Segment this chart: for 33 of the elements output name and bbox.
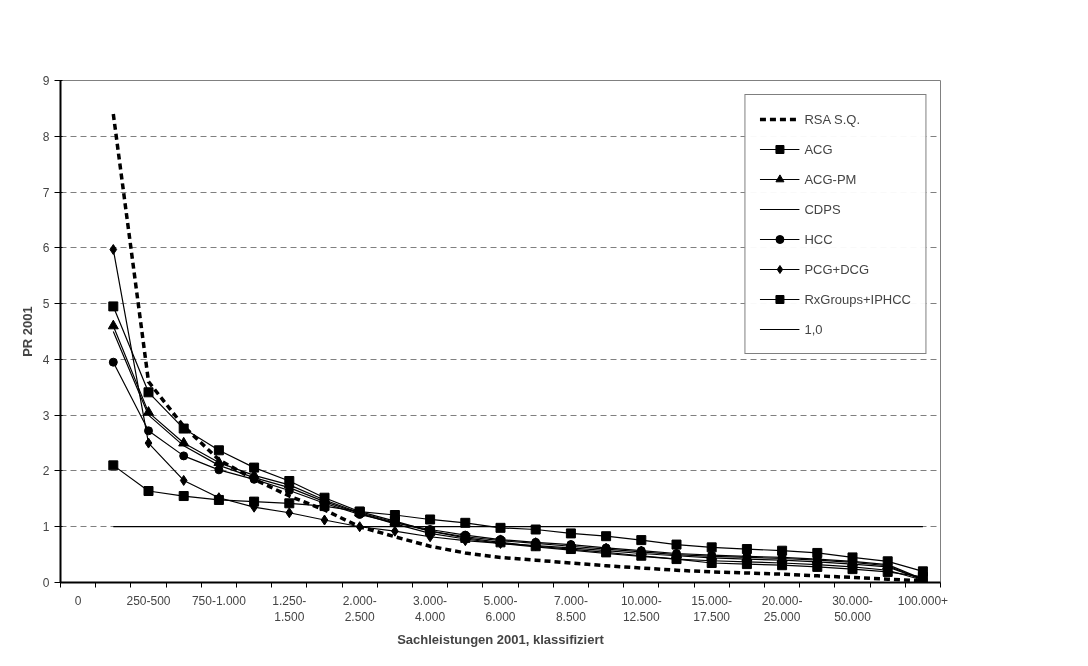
- y-tick-label: 0: [42, 576, 50, 590]
- legend-label: 1,0: [804, 321, 824, 337]
- x-tick-label: 1.250- 1.500: [272, 593, 307, 625]
- x-tick-label: 10.000- 12.500: [620, 593, 662, 625]
- legend-label: RxGroups+IPHCC: [804, 291, 911, 307]
- x-tick-label: 100.000+: [897, 593, 949, 608]
- x-tick-label: 750-1.000: [191, 593, 247, 608]
- y-tick-label: 1: [42, 520, 50, 535]
- y-tick-label: 2: [42, 464, 50, 479]
- legend-label: PCG+DCG: [804, 261, 870, 277]
- legend-label: ACG-PM: [804, 171, 857, 187]
- x-tick-label: 2.000- 2.500: [342, 593, 377, 625]
- y-tick-label: 4: [42, 352, 50, 367]
- y-tick-label: 7: [42, 185, 50, 200]
- x-tick-label: 5.000- 6.000: [483, 593, 518, 625]
- legend-label: RSA S.Q.: [804, 111, 861, 127]
- x-tick-label: 15.000- 17.500: [691, 593, 733, 625]
- x-tick-label: 20.000- 25.000: [761, 593, 803, 625]
- y-tick-label: 8: [42, 129, 50, 144]
- x-tick-label: 0: [74, 593, 82, 608]
- x-axis-title: Sachleistungen 2001, klassifiziert: [397, 632, 605, 648]
- x-tick-label: 30.000- 50.000: [832, 593, 873, 625]
- y-tick-label: 6: [42, 241, 50, 256]
- y-tick-label: 5: [42, 297, 50, 312]
- y-tick-label: 9: [42, 74, 50, 88]
- legend-label: CDPS: [804, 201, 841, 217]
- x-tick-label: 3.000- 4.000: [413, 593, 448, 625]
- x-tick-label: 7.000- 8.500: [553, 593, 588, 625]
- legend-label: HCC: [804, 231, 833, 247]
- y-tick-label: 3: [42, 408, 50, 423]
- x-tick-label: 250-500: [126, 593, 171, 608]
- y-axis-title: PR 2001: [19, 306, 35, 357]
- legend-label: ACG: [804, 141, 833, 157]
